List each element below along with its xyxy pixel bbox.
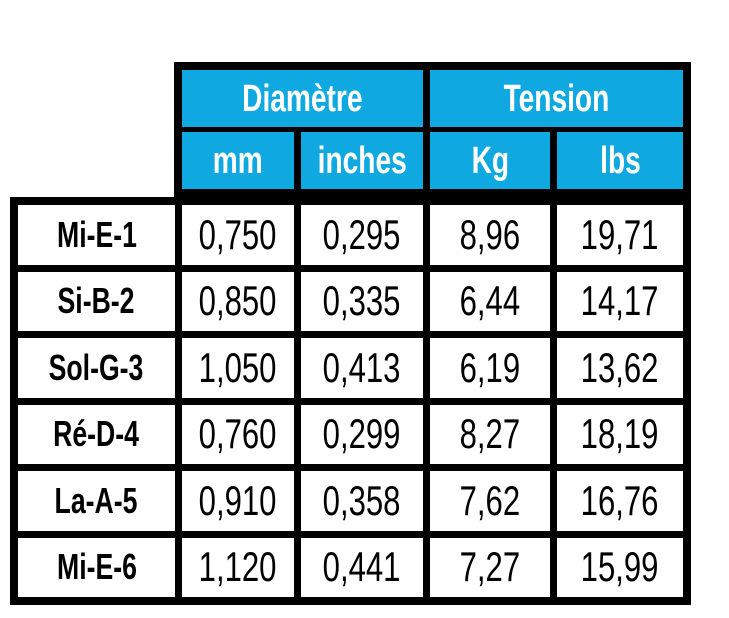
table-cell-value: 0,413: [323, 343, 401, 391]
table-cell-value: 0,299: [323, 410, 401, 458]
table-cell: 7,27: [430, 537, 550, 597]
table-cell: 15,99: [557, 537, 683, 597]
table-cell-value: 7,27: [459, 543, 521, 591]
table-cell: 0,413: [301, 338, 423, 398]
table-cell: 7,62: [430, 471, 550, 531]
table-cell-value: 19,71: [581, 210, 659, 258]
column-header-kg: Kg: [430, 132, 550, 189]
table-cell-value: 6,44: [459, 277, 521, 325]
table-cell-value: 15,99: [581, 543, 659, 591]
table-cell: 18,19: [557, 404, 683, 464]
column-group-tension: Tension: [430, 70, 683, 127]
table-cell: 0,299: [301, 404, 423, 464]
table-cell-value: 7,62: [459, 476, 521, 524]
table-cell: 0,441: [301, 537, 423, 597]
column-header-inches: inches: [301, 132, 423, 189]
table-cell: 16,76: [557, 471, 683, 531]
table-cell-value: 14,17: [581, 277, 659, 325]
row-label-cell: Sol-G-3: [18, 338, 175, 398]
table-cell-value: 0,910: [199, 476, 277, 524]
table-cell: 0,850: [182, 271, 294, 331]
table-cell-value: 0,295: [323, 210, 401, 258]
row-label-cell: Mi-E-6: [18, 537, 175, 597]
column-header-inches-label: inches: [317, 139, 407, 182]
table-cell: 19,71: [557, 205, 683, 265]
column-group-tension-label: Tension: [503, 77, 610, 120]
table-cell: 8,96: [430, 205, 550, 265]
table-cell-value: 8,27: [459, 410, 521, 458]
table-cell: 0,358: [301, 471, 423, 531]
row-label-cell: Mi-E-1: [18, 205, 175, 265]
row-label: La-A-5: [55, 479, 138, 521]
row-label: Si-B-2: [58, 280, 135, 322]
table-cell-value: 16,76: [581, 476, 659, 524]
table-cell: 0,760: [182, 404, 294, 464]
column-group-diametre-label: Diamètre: [242, 77, 363, 120]
row-label: Sol-G-3: [49, 346, 144, 388]
column-header-mm-label: mm: [212, 139, 263, 182]
row-label: Ré-D-4: [53, 413, 140, 455]
table-cell-value: 18,19: [581, 410, 659, 458]
table-header: Diamètre Tension mm inches Kg lbs: [174, 62, 691, 197]
column-header-mm: mm: [182, 132, 294, 189]
table-body: Mi-E-1 0,750 0,295 8,96 19,71 Si-B-2 0,850 0,33…: [10, 197, 691, 605]
table-cell: 8,27: [430, 404, 550, 464]
table-cell-value: 0,850: [199, 277, 277, 325]
table-cell: 1,050: [182, 338, 294, 398]
table-cell: 6,19: [430, 338, 550, 398]
table-cell-value: 1,050: [199, 343, 277, 391]
table-cell: 14,17: [557, 271, 683, 331]
table-cell: 0,295: [301, 205, 423, 265]
table-cell: 13,62: [557, 338, 683, 398]
column-header-lbs-label: lbs: [599, 139, 641, 182]
table-cell-value: 0,760: [199, 410, 277, 458]
table-cell-value: 0,441: [323, 543, 401, 591]
table-cell: 0,335: [301, 271, 423, 331]
column-header-lbs: lbs: [557, 132, 683, 189]
column-group-diametre: Diamètre: [182, 70, 423, 127]
row-label-cell: La-A-5: [18, 471, 175, 531]
row-label-cell: Ré-D-4: [18, 404, 175, 464]
table-cell-value: 0,750: [199, 210, 277, 258]
table-cell-value: 0,358: [323, 476, 401, 524]
row-label: Mi-E-6: [56, 546, 137, 588]
column-header-kg-label: Kg: [471, 139, 509, 182]
table-cell-value: 13,62: [581, 343, 659, 391]
table-cell: 0,910: [182, 471, 294, 531]
table-cell: 1,120: [182, 537, 294, 597]
table-cell-value: 6,19: [459, 343, 521, 391]
table-cell-value: 0,335: [323, 277, 401, 325]
table-cell: 6,44: [430, 271, 550, 331]
table-cell-value: 8,96: [459, 210, 521, 258]
table-cell: 0,750: [182, 205, 294, 265]
row-label: Mi-E-1: [56, 213, 137, 255]
table-cell-value: 1,120: [199, 543, 277, 591]
row-label-cell: Si-B-2: [18, 271, 175, 331]
